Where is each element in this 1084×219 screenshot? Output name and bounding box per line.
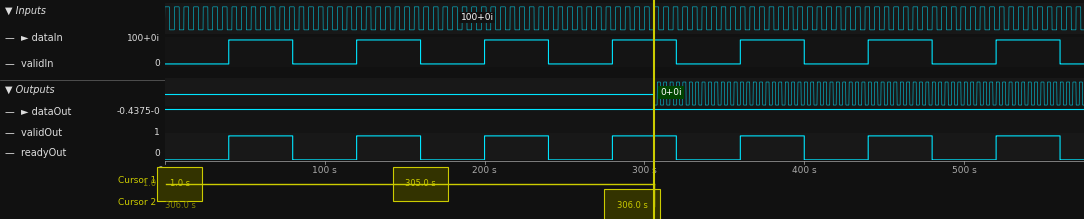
Text: —  validIn: — validIn <box>5 59 53 69</box>
Text: 1.0 s: 1.0 s <box>169 179 190 188</box>
Text: 100+0i: 100+0i <box>461 13 493 22</box>
Text: ▼ Inputs: ▼ Inputs <box>5 6 46 16</box>
Bar <box>165 78 1084 109</box>
Text: —  validOut: — validOut <box>5 128 62 138</box>
Text: 300 s: 300 s <box>632 166 657 175</box>
Text: -0.4375-0: -0.4375-0 <box>116 107 159 117</box>
Bar <box>165 3 1084 34</box>
Text: 0: 0 <box>154 59 159 69</box>
Text: 100+0i: 100+0i <box>127 34 159 43</box>
Text: 1: 1 <box>154 128 159 137</box>
Text: 500 s: 500 s <box>952 166 977 175</box>
Text: 305.0 s: 305.0 s <box>405 179 436 188</box>
Text: 1.0 s: 1.0 s <box>143 179 164 188</box>
Text: 200 s: 200 s <box>473 166 496 175</box>
Text: —  ► dataIn: — ► dataIn <box>5 33 63 43</box>
Text: ▼ Outputs: ▼ Outputs <box>5 85 54 95</box>
Text: 0 s: 0 s <box>158 166 171 175</box>
Text: 306.0 s: 306.0 s <box>617 201 647 210</box>
Bar <box>165 106 1084 136</box>
Text: 306.0 s: 306.0 s <box>165 201 195 210</box>
Text: 400 s: 400 s <box>792 166 816 175</box>
Text: —  readyOut: — readyOut <box>5 148 66 159</box>
Text: Cursor 2: Cursor 2 <box>118 198 156 207</box>
Bar <box>165 37 1084 67</box>
Text: 100 s: 100 s <box>312 166 337 175</box>
Bar <box>165 133 1084 163</box>
Text: 0: 0 <box>154 149 159 158</box>
Text: 0+0i: 0+0i <box>660 88 682 97</box>
Text: Cursor 1: Cursor 1 <box>118 176 156 185</box>
Text: —  ► dataOut: — ► dataOut <box>5 107 72 117</box>
